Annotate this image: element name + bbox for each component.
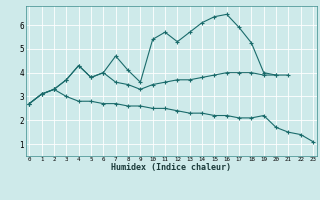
X-axis label: Humidex (Indice chaleur): Humidex (Indice chaleur) xyxy=(111,163,231,172)
